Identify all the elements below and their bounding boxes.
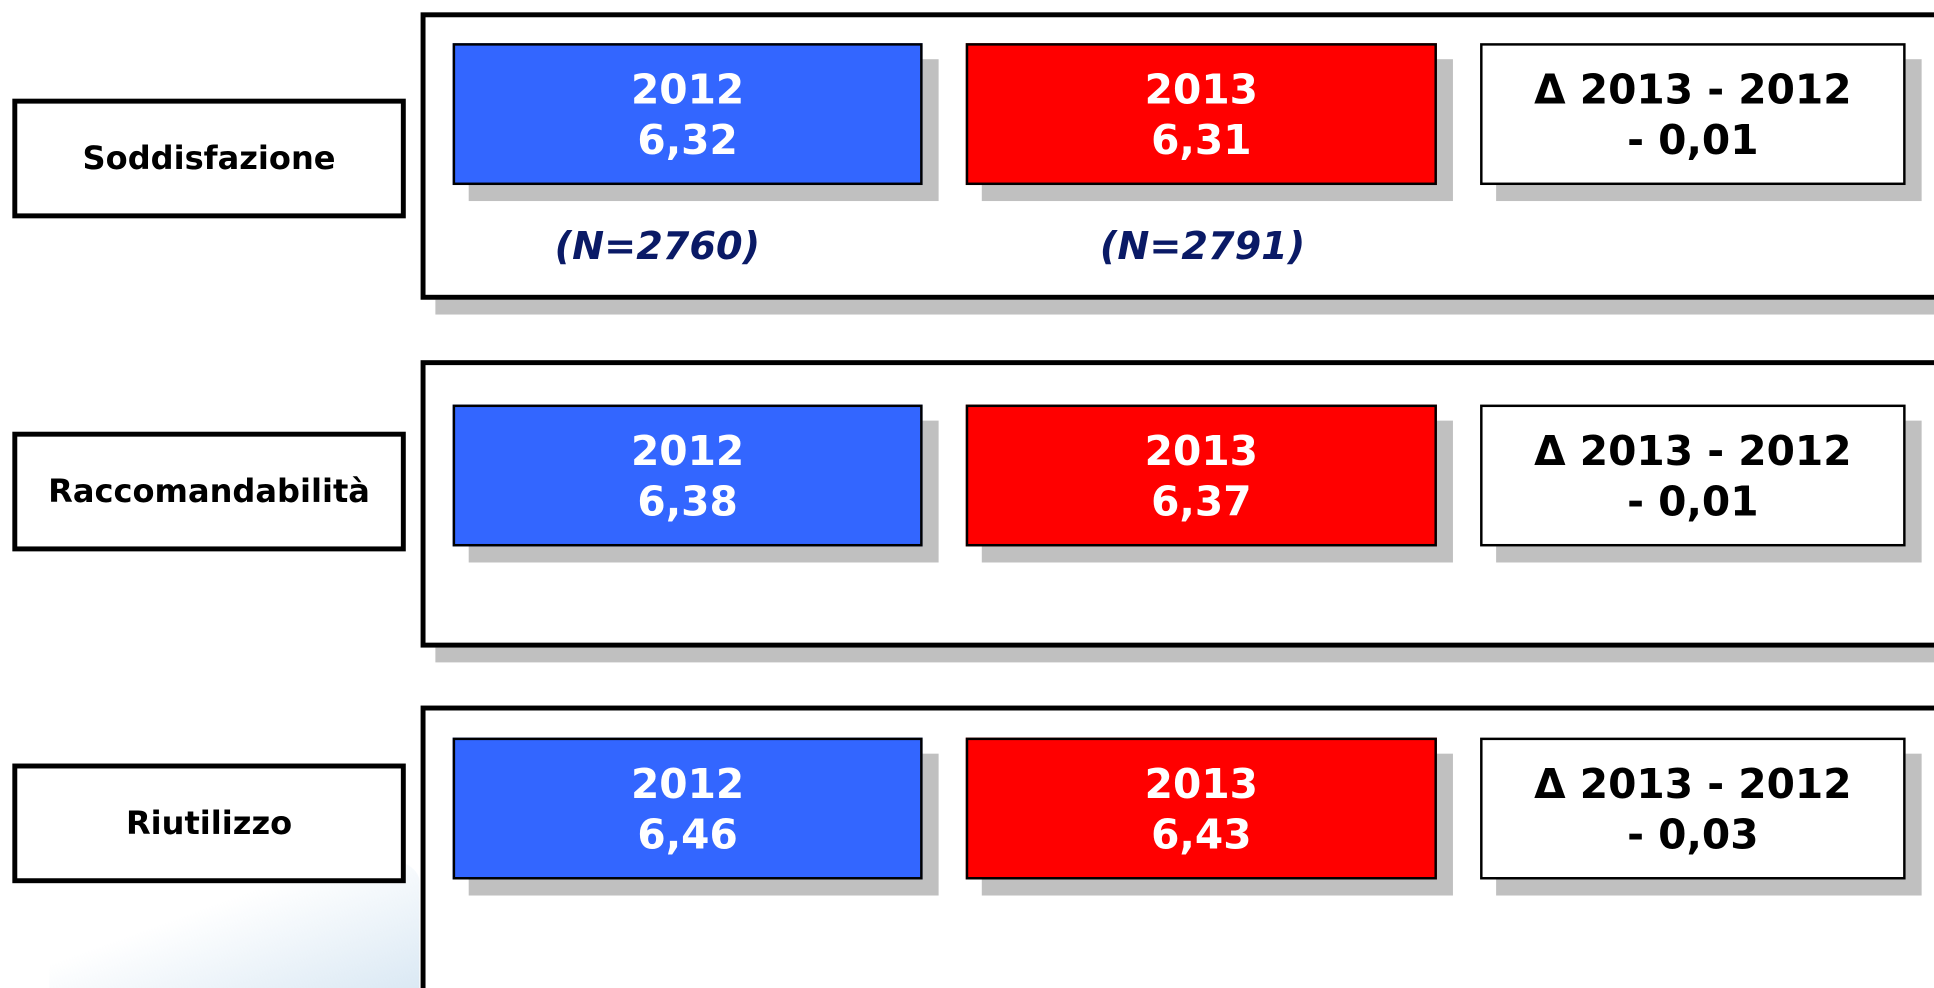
box-value: 6,46 <box>637 809 737 860</box>
box-title: 2013 <box>1145 758 1258 809</box>
box-title: Δ 2013 - 2012 <box>1534 758 1851 809</box>
box-value: 6,43 <box>1151 809 1251 860</box>
box-title: 2012 <box>631 425 744 476</box>
box-value: 6,37 <box>1151 476 1251 527</box>
box-value: - 0,01 <box>1627 114 1758 165</box>
sample-size: (N=2791) <box>1018 224 1388 268</box>
box-title: Δ 2013 - 2012 <box>1534 64 1851 115</box>
value-box: Δ 2013 - 2012- 0,01 <box>1480 405 1906 547</box>
value-box: Δ 2013 - 2012- 0,01 <box>1480 43 1906 185</box>
box-value: - 0,03 <box>1627 809 1758 860</box>
box-value: - 0,01 <box>1627 476 1758 527</box>
box-title: 2013 <box>1145 425 1258 476</box>
slide: Soddisfazione20126,3220136,31Δ 2013 - 20… <box>0 0 1934 988</box>
row-label: Raccomandabilità <box>12 432 405 552</box>
box-value: 6,32 <box>637 114 737 165</box>
value-box: Δ 2013 - 2012- 0,03 <box>1480 738 1906 880</box>
box-title: Δ 2013 - 2012 <box>1534 425 1851 476</box>
box-title: 2013 <box>1145 64 1258 115</box>
row-label: Riutilizzo <box>12 764 405 884</box>
box-title: 2012 <box>631 758 744 809</box>
sample-size: (N=2760) <box>472 224 842 268</box>
box-value: 6,38 <box>637 476 737 527</box>
box-title: 2012 <box>631 64 744 115</box>
box-value: 6,31 <box>1151 114 1251 165</box>
row-label: Soddisfazione <box>12 99 405 219</box>
page: Soddisfazione20126,3220136,31Δ 2013 - 20… <box>0 0 1934 988</box>
